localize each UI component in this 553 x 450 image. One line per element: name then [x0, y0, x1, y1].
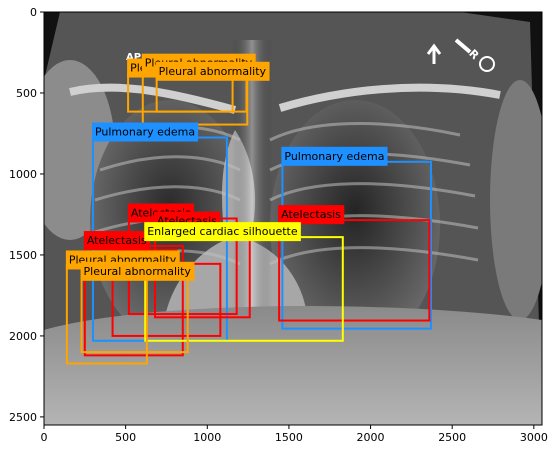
annotation-label-text: Pulmonary edema [284, 150, 384, 163]
x-tick-label: 0 [41, 431, 48, 444]
x-tick-label: 2000 [357, 431, 385, 444]
annotation-box [278, 219, 431, 322]
annotation-label-text: Pleural abnormality [84, 265, 192, 278]
annotation-label: Pleural abnormality [80, 261, 195, 281]
side-marker-icon: R [454, 38, 495, 72]
annotation-label-bg [91, 122, 199, 142]
annotation-label: Pulmonary edema [281, 146, 388, 166]
annotation-label-bg [80, 261, 195, 281]
x-tick-label: 1000 [193, 431, 221, 444]
y-tick-label: 2500 [9, 411, 37, 424]
annotation-label-text: Enlarged cardiac silhouette [147, 225, 298, 238]
annotation-label-text: Atelectasis [281, 208, 341, 221]
x-tick-label: 2500 [438, 431, 466, 444]
y-axis-ticks: 0 500 1000 1500 2000 2500 [9, 6, 44, 424]
annotation-label: Enlarged cardiac silhouette [144, 222, 301, 242]
projection-label: AP [126, 52, 141, 63]
y-tick-label: 1000 [9, 168, 37, 181]
x-tick-label: 500 [115, 431, 136, 444]
x-tick-label: 1500 [275, 431, 303, 444]
up-arrow-icon [426, 43, 442, 64]
y-tick-label: 0 [30, 6, 37, 19]
annotation-label-bg [278, 205, 345, 225]
y-tick-label: 500 [16, 87, 37, 100]
x-tick-label: 3000 [520, 431, 548, 444]
y-tick-label: 1500 [9, 249, 37, 262]
annotation-label-bg [155, 61, 270, 81]
axes-frame [43, 11, 543, 426]
annotation-label: Pleural abnormality [155, 61, 270, 81]
annotation-label: Atelectasis [278, 205, 345, 225]
x-axis-ticks: 0 500 1000 1500 2000 2500 3000 [41, 425, 548, 444]
annotation-label: Pulmonary edema [91, 122, 199, 142]
annotation-label-bg [144, 222, 301, 242]
y-tick-label: 2000 [9, 330, 37, 343]
annotation-label-text: Pulmonary edema [95, 126, 195, 139]
annotation-label-bg [281, 146, 388, 166]
annotation-label-bg [83, 231, 150, 251]
annotation-label-text: Pleural abnormality [159, 65, 267, 78]
annotation-label: Atelectasis [83, 231, 150, 251]
annotation-label-text: Atelectasis [87, 234, 147, 247]
